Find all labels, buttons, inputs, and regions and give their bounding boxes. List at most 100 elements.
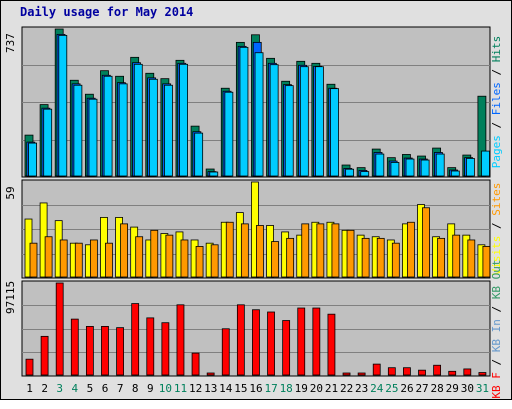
day-label: 28 bbox=[431, 382, 444, 395]
day-label: 5 bbox=[87, 382, 94, 395]
pages-bar bbox=[435, 153, 445, 177]
chart-title: Daily usage for May 2014 bbox=[20, 5, 194, 19]
kbf-bar bbox=[191, 352, 200, 376]
sites-bar bbox=[89, 239, 98, 278]
kbf-bar bbox=[327, 313, 336, 376]
pages-bar bbox=[118, 83, 128, 177]
pages-bar bbox=[164, 84, 173, 177]
sites-bar bbox=[256, 225, 264, 278]
day-label: 30 bbox=[461, 382, 474, 395]
pages-bar bbox=[58, 34, 68, 177]
kbf-bar bbox=[448, 370, 457, 376]
day-label: 15 bbox=[234, 382, 247, 395]
kbf-bar bbox=[433, 364, 442, 376]
sites-bar bbox=[59, 239, 68, 278]
kbf-bar bbox=[25, 358, 34, 376]
kbf-bar bbox=[116, 327, 124, 376]
kbf-bar bbox=[342, 372, 351, 376]
day-label: 22 bbox=[340, 382, 353, 395]
sites-bar bbox=[346, 229, 355, 278]
pages-bar bbox=[239, 46, 249, 177]
pages-bar bbox=[450, 170, 460, 177]
kbf-bar bbox=[478, 372, 487, 376]
day-label: 7 bbox=[117, 382, 124, 395]
kbf-bar bbox=[357, 372, 366, 376]
sites-bar bbox=[331, 223, 340, 278]
sites-bar bbox=[361, 237, 370, 278]
sites-bar bbox=[482, 246, 491, 278]
pages-bar bbox=[345, 168, 355, 177]
sites-bar bbox=[271, 241, 279, 278]
sites-bar bbox=[467, 239, 476, 278]
kbf-bar bbox=[85, 326, 94, 376]
kbf-bar bbox=[40, 335, 49, 376]
pages-bar bbox=[88, 98, 98, 177]
pages-bar bbox=[481, 150, 490, 177]
pages-bar bbox=[299, 66, 309, 177]
pages-bar bbox=[269, 64, 279, 177]
kbf-bar bbox=[161, 322, 170, 376]
day-label: 8 bbox=[132, 382, 139, 395]
pages-bar bbox=[28, 142, 38, 177]
kbf-bar bbox=[131, 303, 140, 376]
day-label: 13 bbox=[204, 382, 217, 395]
day-label: 14 bbox=[219, 382, 233, 395]
sites-bar bbox=[422, 207, 430, 278]
kbf-bar bbox=[221, 328, 230, 376]
pages-bar bbox=[194, 132, 204, 177]
day-label: 26 bbox=[400, 382, 413, 395]
day-label: 2 bbox=[41, 382, 48, 395]
kbf-bar bbox=[297, 307, 306, 376]
kbf-bar bbox=[372, 363, 381, 376]
pages-bar bbox=[73, 84, 83, 177]
sites-bar bbox=[407, 221, 415, 278]
pages-bar bbox=[405, 158, 415, 177]
day-label: 9 bbox=[147, 382, 154, 395]
pages-bar bbox=[224, 91, 234, 177]
sites-bar bbox=[376, 237, 385, 278]
sites-bar bbox=[210, 244, 219, 278]
day-label: 3 bbox=[56, 382, 63, 395]
day-label: 24 bbox=[370, 382, 384, 395]
pages-bar bbox=[148, 78, 158, 177]
pages-bar bbox=[315, 66, 324, 177]
day-label: 17 bbox=[264, 382, 277, 395]
kbf-bar bbox=[387, 367, 396, 376]
day-label: 29 bbox=[446, 382, 459, 395]
pages-bar bbox=[390, 162, 400, 177]
sites-bar bbox=[195, 246, 204, 278]
kbf-bar bbox=[312, 307, 321, 376]
day-label: 18 bbox=[280, 382, 293, 395]
sites-bar bbox=[240, 223, 249, 278]
sites-bar bbox=[165, 234, 174, 278]
sites-bar bbox=[74, 242, 83, 278]
kbf-bar bbox=[206, 372, 215, 376]
day-label: 4 bbox=[72, 382, 79, 395]
sites-bar bbox=[180, 239, 189, 278]
pages-bar bbox=[103, 75, 113, 177]
sites-bar bbox=[29, 242, 38, 278]
day-label: 11 bbox=[174, 382, 187, 395]
day-label: 31 bbox=[476, 382, 489, 395]
sites-bar bbox=[301, 223, 310, 278]
day-label: 25 bbox=[385, 382, 398, 395]
day-label: 12 bbox=[189, 382, 202, 395]
usage-chart: 1 2 3 4 5 6 7 8 9 10 11 12 13 14 15 16 17 18 19 20 21 22 23 24 2… bbox=[21, 26, 491, 395]
pages-bar bbox=[466, 158, 475, 177]
kbf-bar bbox=[463, 368, 472, 376]
day-label: 1 bbox=[26, 382, 33, 395]
pages-bar bbox=[43, 108, 53, 177]
day-label: 21 bbox=[325, 382, 338, 395]
sites-bar bbox=[286, 237, 295, 278]
kbf-bar bbox=[236, 304, 245, 376]
kbf-bar bbox=[403, 367, 411, 376]
pages-bar bbox=[375, 153, 385, 177]
kbf-bar bbox=[146, 317, 155, 376]
day-label: 27 bbox=[415, 382, 428, 395]
sites-bar bbox=[391, 242, 400, 278]
pages-bar bbox=[284, 85, 294, 177]
sites-bar bbox=[225, 221, 234, 278]
day-label: 19 bbox=[295, 382, 308, 395]
day-label: 23 bbox=[355, 382, 368, 395]
day-label: 6 bbox=[102, 382, 109, 395]
